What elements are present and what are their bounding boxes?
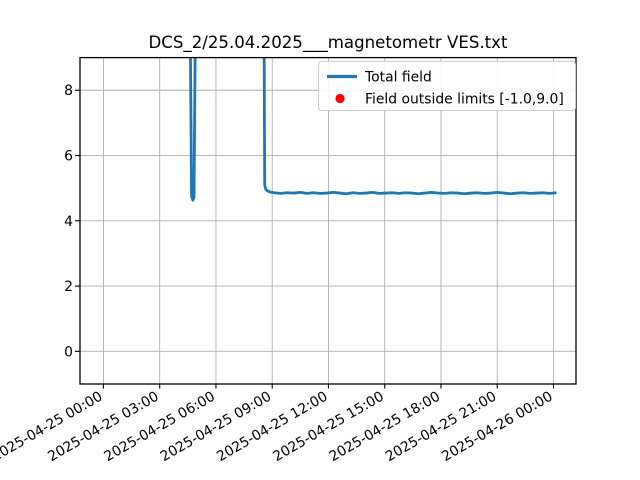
chart-title: DCS_2/25.04.2025___magnetometr VES.txt [149,33,508,53]
axis-ticks [75,89,555,389]
legend-dot-icon [335,93,345,104]
chart-legend: Total field Field outside limits [-1.0,9… [318,61,576,111]
total-field-line [189,57,557,202]
legend-item-label: Total field [364,70,432,86]
legend-box [318,61,576,111]
legend-item-outside-limits: Field outside limits [-1.0,9.0] [335,92,564,108]
legend-item-total-field: Total field [327,70,432,86]
y-tick-label: 4 [64,214,73,230]
legend-item-label: Field outside limits [-1.0,9.0] [365,92,564,108]
y-tick-label: 6 [64,149,73,165]
y-tick-label: 0 [64,344,73,360]
y-tick-label: 2 [64,279,73,295]
y-tick-label: 8 [64,83,73,99]
y-axis-labels: 0 2 4 6 8 [64,83,73,360]
data-layer [189,57,557,202]
